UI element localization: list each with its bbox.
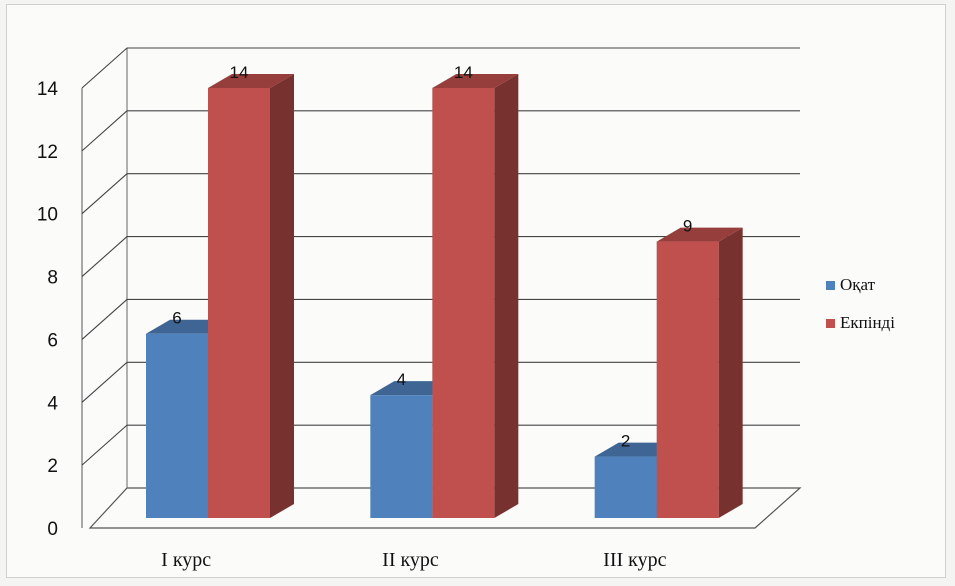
data-label: 6 <box>172 309 181 328</box>
bar-top <box>208 74 294 88</box>
legend: Оқат Екпіндi <box>826 275 895 332</box>
bar-top <box>656 227 743 242</box>
gridline <box>81 110 800 152</box>
y-tick-label: 4 <box>47 393 58 414</box>
gridlines <box>81 47 800 466</box>
y-tick-label: 0 <box>47 519 58 540</box>
legend-label: Оқат <box>840 275 876 294</box>
data-label: 9 <box>683 217 692 236</box>
bar <box>594 456 657 518</box>
bar <box>432 88 495 518</box>
legend-swatch <box>826 281 835 290</box>
y-tick-label: 6 <box>47 330 58 351</box>
bar <box>370 395 433 518</box>
bar <box>146 333 208 518</box>
bar-side <box>270 74 294 518</box>
y-tick-label: 2 <box>47 456 58 477</box>
category-label: II курс <box>382 549 439 571</box>
data-label: 4 <box>397 370 406 389</box>
chart-floor <box>88 487 802 529</box>
chart-walls <box>81 48 802 529</box>
bar-top <box>432 74 519 88</box>
category-label: I курс <box>161 549 211 571</box>
category-labels: I курс II курс III курс <box>161 549 666 571</box>
data-labels: 6 14 4 14 2 9 <box>172 63 692 451</box>
gridline <box>81 47 800 89</box>
gridline <box>81 236 800 277</box>
data-label: 14 <box>230 63 249 82</box>
y-tick-label: 14 <box>37 79 59 100</box>
bar <box>208 88 270 518</box>
y-tick-label: 10 <box>37 205 58 226</box>
bars <box>146 74 743 519</box>
legend-swatch <box>826 319 835 328</box>
category-label: III курс <box>603 549 666 571</box>
y-tick-label: 8 <box>47 268 58 289</box>
y-tick-label: 12 <box>37 142 58 163</box>
data-label: 14 <box>454 63 473 82</box>
legend-label: Екпіндi <box>840 313 895 332</box>
y-axis-ticks: 0 2 4 6 8 10 12 14 <box>37 79 59 540</box>
bar-side <box>494 74 519 518</box>
gridline <box>81 361 800 403</box>
bar <box>656 241 719 519</box>
gridline <box>81 298 800 340</box>
bar-side <box>718 227 743 519</box>
gridline <box>81 424 800 466</box>
data-label: 2 <box>621 432 630 451</box>
gridline <box>81 173 800 215</box>
